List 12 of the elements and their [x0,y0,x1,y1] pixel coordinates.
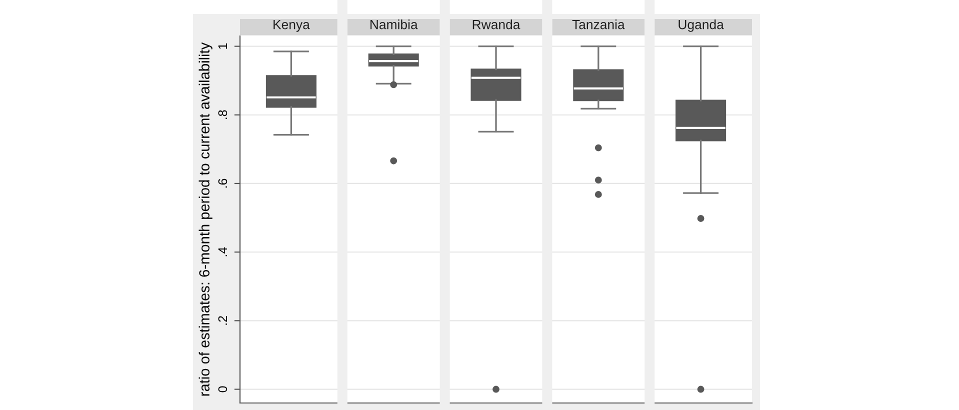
y-tick-label: .8 [218,110,228,119]
x-tick-label: Kenya [274,20,310,32]
x-tick-label: Tanzania [572,20,625,30]
y-tick-label: 1 [218,43,227,49]
y-tick-label: .2 [218,316,227,325]
y-tick-label: 0 [218,386,228,392]
y-axis-title: ratio of estimates: 6-month period to current availability [198,42,212,396]
x-tick-label: Namibia [370,20,418,30]
y-tick-label: .4 [218,247,227,256]
y-tick-label: .6 [218,178,228,188]
x-tick-label: Uganda [678,20,724,32]
x-tick-label: Rwanda [472,20,520,30]
